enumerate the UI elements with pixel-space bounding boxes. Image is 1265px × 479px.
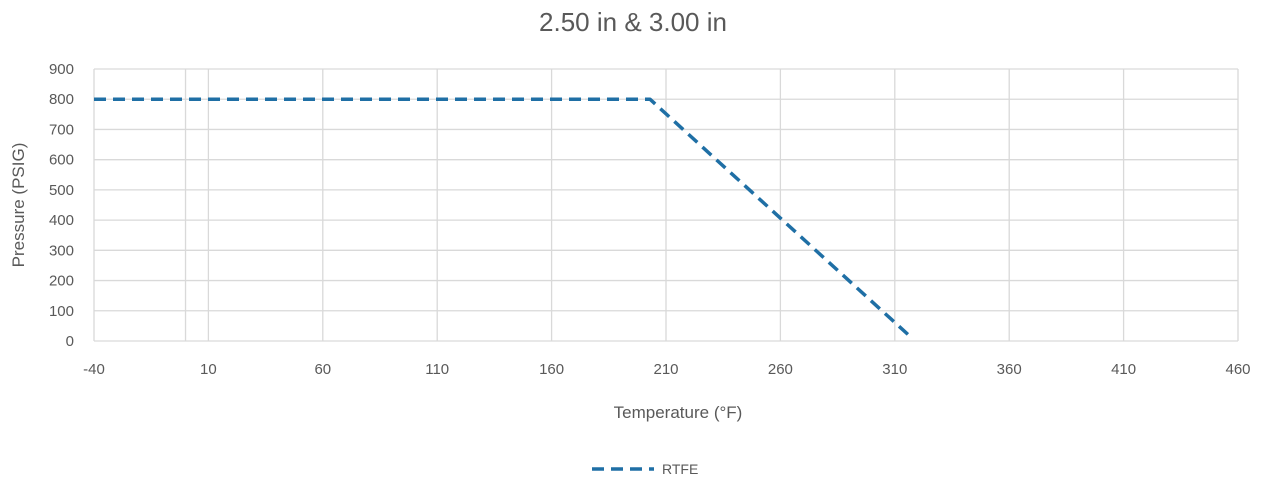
y-tick-labels: 0 100 200 300 400 500 600 700 800 900 [49,61,74,350]
x-tick-label: -40 [83,361,105,378]
y-axis-label: Pressure (PSIG) [9,143,28,268]
legend-label: RTFE [662,461,698,477]
x-tick-label: 210 [653,361,678,378]
x-tick-label: 10 [200,361,217,378]
y-tick-label: 100 [49,303,74,320]
x-tick-label: 310 [882,361,907,378]
y-tick-label: 900 [49,61,74,78]
x-tick-label: 410 [1111,361,1136,378]
x-gridlines [93,69,1239,341]
y-tick-label: 0 [66,333,74,350]
x-axis-label: Temperature (°F) [614,403,743,422]
x-tick-label: 160 [539,361,564,378]
y-tick-label: 200 [49,273,74,290]
y-tick-label: 300 [49,242,74,259]
chart-title: 2.50 in & 3.00 in [539,7,727,37]
legend: RTFE [592,461,698,477]
x-tick-label: 260 [768,361,793,378]
x-tick-label: 60 [314,361,331,378]
x-tick-label: 360 [997,361,1022,378]
y-tick-label: 800 [49,91,74,108]
series-layer [94,97,910,337]
x-tick-label: 460 [1225,361,1250,378]
x-tick-label: 110 [425,361,449,378]
y-tick-label: 400 [49,212,74,229]
y-tick-label: 500 [49,182,74,199]
series-line-rtfe [94,97,910,337]
y-tick-label: 600 [49,152,74,169]
x-tick-labels: -40 10 60 110 160 210 260 310 360 410 460 [83,361,1250,378]
y-tick-label: 700 [49,121,74,138]
